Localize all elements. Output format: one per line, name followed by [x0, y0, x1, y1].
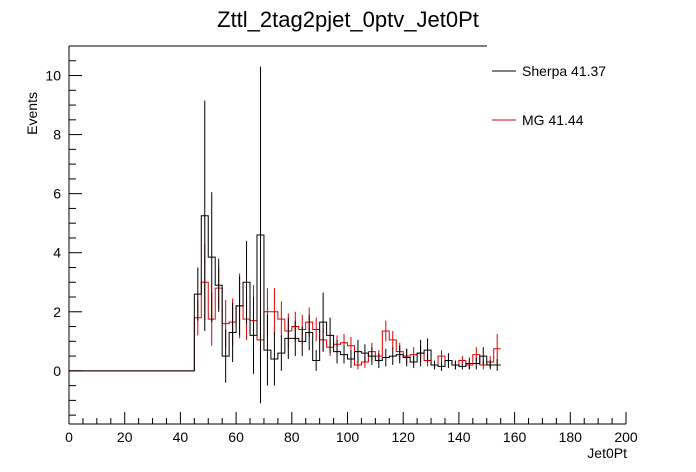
series-layer [69, 66, 501, 404]
x-tick-label: 100 [336, 429, 360, 445]
series-line [69, 215, 501, 372]
y-tick-label: 4 [53, 245, 61, 261]
y-axis-title: Events [24, 92, 40, 135]
x-axis-title: Jet0Pt [587, 445, 627, 461]
y-tick-label: 2 [53, 304, 61, 320]
y-tick-label: 10 [45, 68, 61, 84]
chart-title: Zttl_2tag2pjet_0ptv_Jet0Pt [217, 7, 479, 32]
legend: Sherpa 41.37 MG 41.44 [492, 63, 606, 128]
legend-label: MG 41.44 [522, 112, 584, 128]
y-tick-label: 0 [53, 363, 61, 379]
x-tick-label: 80 [284, 429, 300, 445]
x-tick-label: 160 [503, 429, 527, 445]
y-tick-label: 6 [53, 186, 61, 202]
legend-label: Sherpa 41.37 [522, 63, 606, 79]
y-tick-label: 8 [53, 127, 61, 143]
x-tick-label: 0 [65, 429, 73, 445]
x-tick-label: 120 [392, 429, 416, 445]
x-tick-label: 200 [614, 429, 638, 445]
axes: 0 20 40 60 80 100 120 140 160 180 200 0 2 4 6 8 10 [45, 45, 638, 445]
x-tick-label: 140 [447, 429, 471, 445]
x-tick-label: 40 [173, 429, 189, 445]
x-tick-label: 60 [228, 429, 244, 445]
series-line [69, 281, 501, 372]
x-tick-label: 180 [559, 429, 583, 445]
x-tick-label: 20 [117, 429, 133, 445]
